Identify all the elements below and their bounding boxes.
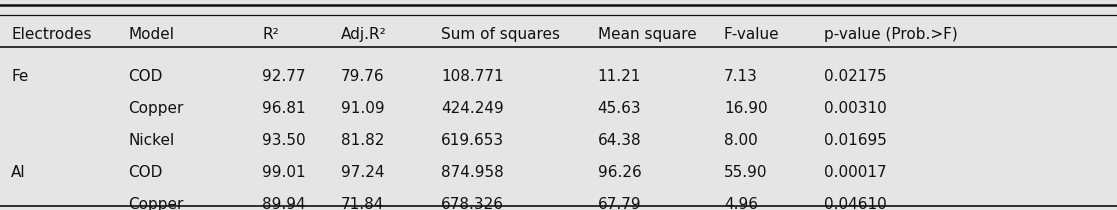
Text: 93.50: 93.50 [262,133,306,148]
Text: p-value (Prob.>F): p-value (Prob.>F) [824,27,958,42]
Text: COD: COD [128,165,163,180]
Text: 0.04610: 0.04610 [824,197,887,210]
Text: F-value: F-value [724,27,780,42]
Text: COD: COD [128,69,163,84]
Text: Sum of squares: Sum of squares [441,27,561,42]
Text: 16.90: 16.90 [724,101,767,116]
Text: Nickel: Nickel [128,133,174,148]
Text: 55.90: 55.90 [724,165,767,180]
Text: 0.00017: 0.00017 [824,165,887,180]
Text: 0.02175: 0.02175 [824,69,887,84]
Text: 92.77: 92.77 [262,69,306,84]
Text: Model: Model [128,27,174,42]
Text: 64.38: 64.38 [598,133,641,148]
Text: Copper: Copper [128,101,184,116]
Text: 67.79: 67.79 [598,197,641,210]
Text: Al: Al [11,165,26,180]
Text: 81.82: 81.82 [341,133,384,148]
Text: 99.01: 99.01 [262,165,306,180]
Text: 97.24: 97.24 [341,165,384,180]
Text: 91.09: 91.09 [341,101,384,116]
Text: 8.00: 8.00 [724,133,757,148]
Text: 96.26: 96.26 [598,165,641,180]
Text: 619.653: 619.653 [441,133,505,148]
Text: 874.958: 874.958 [441,165,504,180]
Text: 71.84: 71.84 [341,197,384,210]
Text: Fe: Fe [11,69,29,84]
Text: 7.13: 7.13 [724,69,757,84]
Text: Electrodes: Electrodes [11,27,92,42]
Text: Copper: Copper [128,197,184,210]
Text: 0.01695: 0.01695 [824,133,887,148]
Text: 79.76: 79.76 [341,69,384,84]
Text: 4.96: 4.96 [724,197,757,210]
Text: R²: R² [262,27,279,42]
Text: 108.771: 108.771 [441,69,504,84]
Text: 45.63: 45.63 [598,101,641,116]
Text: 0.00310: 0.00310 [824,101,887,116]
Text: 89.94: 89.94 [262,197,306,210]
Text: Adj.R²: Adj.R² [341,27,386,42]
Text: 96.81: 96.81 [262,101,306,116]
Text: 678.326: 678.326 [441,197,504,210]
Text: Mean square: Mean square [598,27,696,42]
Text: 11.21: 11.21 [598,69,641,84]
Text: 424.249: 424.249 [441,101,504,116]
